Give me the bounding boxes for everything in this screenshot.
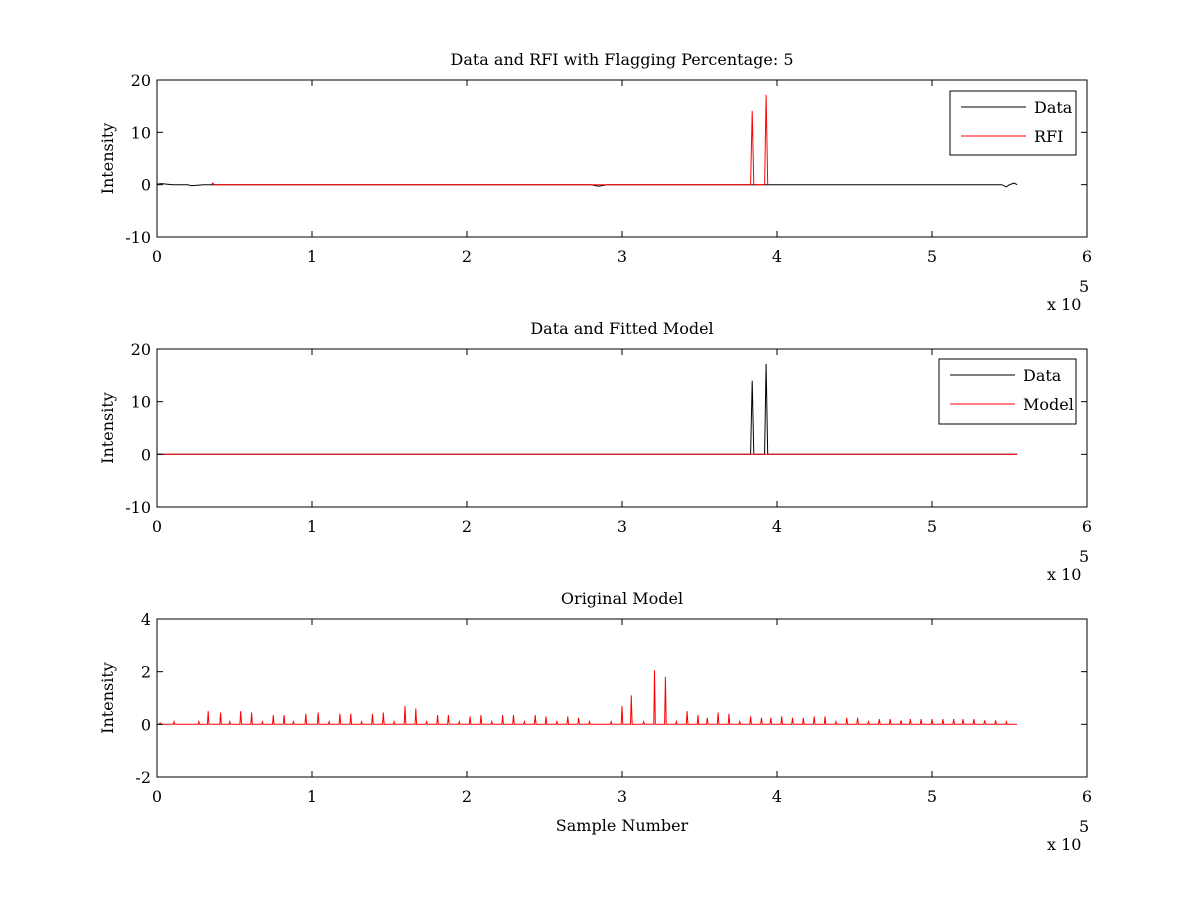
x-tick-label: 1	[307, 787, 317, 806]
y-axis-label: Intensity	[98, 662, 117, 734]
y-tick-label: -10	[125, 498, 151, 517]
y-tick-label: 4	[141, 610, 151, 629]
x-multiplier: x 10	[1047, 295, 1081, 314]
x-multiplier-exponent: 5	[1079, 547, 1089, 566]
series-line-rfi	[210, 94, 769, 186]
x-multiplier-exponent: 5	[1079, 277, 1089, 296]
series-group	[157, 363, 1018, 455]
x-tick-label: 0	[152, 787, 162, 806]
series-group	[157, 670, 1018, 725]
plot-area	[156, 348, 1088, 508]
x-tick-label: 2	[462, 517, 472, 536]
plot-area	[156, 79, 1088, 238]
x-tick-label: 5	[927, 517, 937, 536]
chart-title: Original Model	[561, 589, 683, 608]
series-group	[157, 94, 1018, 188]
legend-label-rfi: RFI	[1034, 127, 1063, 146]
x-tick-label: 3	[617, 517, 627, 536]
plot-area	[156, 618, 1088, 778]
y-axis-label: Intensity	[98, 392, 117, 464]
x-multiplier-exponent: 5	[1079, 817, 1089, 836]
chart-title: Data and RFI with Flagging Percentage: 5	[450, 50, 793, 69]
x-tick-label: 0	[152, 247, 162, 266]
x-tick-label: 1	[307, 517, 317, 536]
x-tick-label: 5	[927, 247, 937, 266]
series-line-data	[157, 182, 1018, 188]
y-tick-label: -2	[135, 768, 151, 787]
x-tick-label: 2	[462, 787, 472, 806]
y-tick-label: 10	[131, 393, 151, 412]
x-tick-label: 3	[617, 247, 627, 266]
x-multiplier: x 10	[1047, 565, 1081, 584]
y-tick-label: -10	[125, 228, 151, 247]
x-tick-label: 2	[462, 247, 472, 266]
legend-label-data: Data	[1034, 98, 1073, 117]
legend-label-data: Data	[1023, 366, 1062, 385]
legend: Data RFI	[949, 90, 1077, 156]
x-tick-label: 0	[152, 517, 162, 536]
chart-title: Data and Fitted Model	[530, 319, 713, 338]
y-axis-label: Intensity	[98, 123, 117, 195]
y-tick-label: 0	[141, 445, 151, 464]
x-tick-label: 6	[1082, 787, 1092, 806]
x-tick-label: 5	[927, 787, 937, 806]
x-tick-label: 4	[772, 787, 782, 806]
legend-label-model: Model	[1023, 395, 1074, 414]
x-tick-label: 4	[772, 517, 782, 536]
x-tick-label: 4	[772, 247, 782, 266]
x-tick-label: 6	[1082, 517, 1092, 536]
legend-box	[949, 90, 1077, 156]
x-tick-label: 3	[617, 787, 627, 806]
y-tick-label: 0	[141, 176, 151, 195]
y-tick-label: 20	[131, 71, 151, 90]
x-tick-label: 6	[1082, 247, 1092, 266]
y-tick-label: 10	[131, 123, 151, 142]
y-tick-label: 0	[141, 715, 151, 734]
y-tick-label: 20	[131, 340, 151, 359]
legend: Data Model	[938, 358, 1077, 425]
y-tick-label: 2	[141, 663, 151, 682]
series-line-1	[157, 670, 1018, 725]
x-tick-label: 1	[307, 247, 317, 266]
x-multiplier: x 10	[1047, 835, 1081, 854]
x-axis-label: Sample Number	[556, 816, 689, 835]
legend-box	[938, 358, 1077, 425]
